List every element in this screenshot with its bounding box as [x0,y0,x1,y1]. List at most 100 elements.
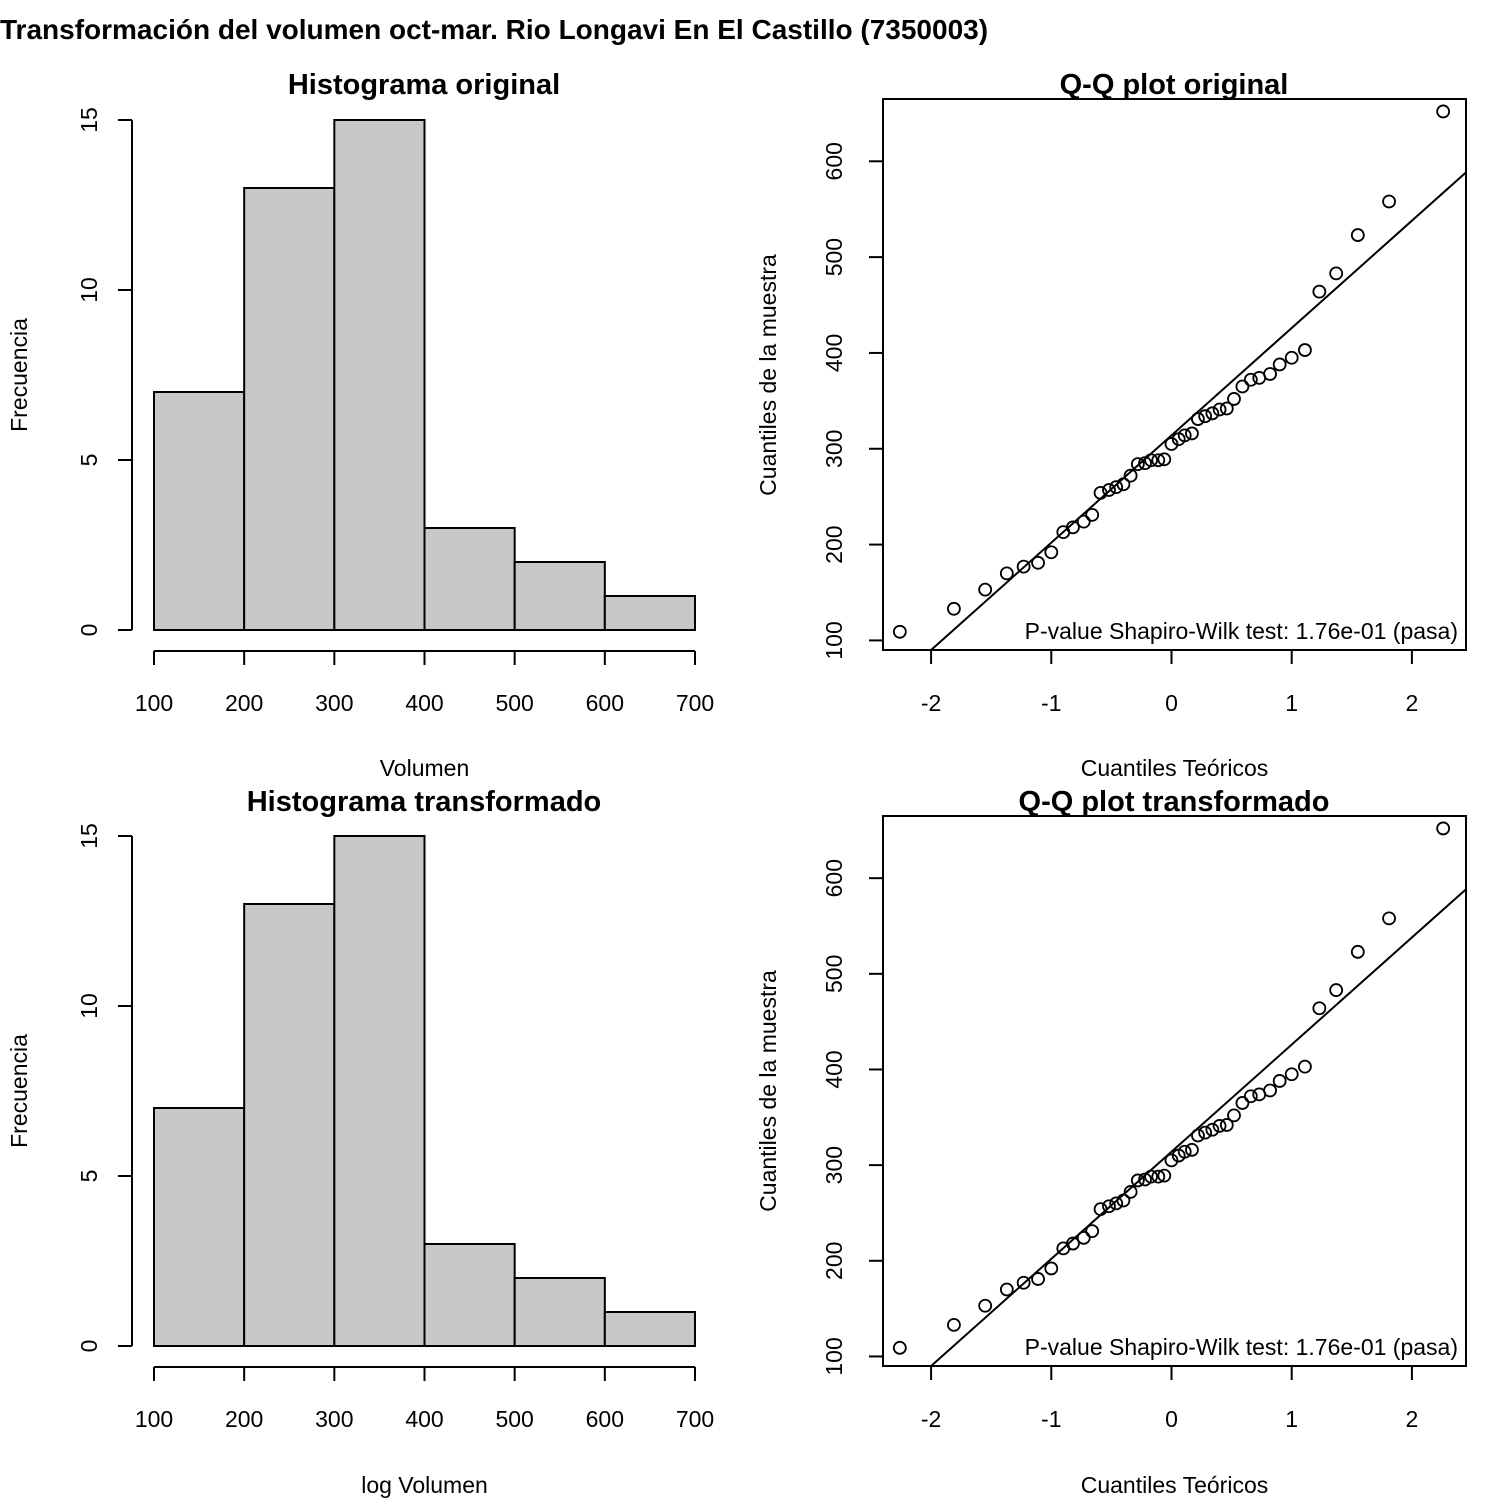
qq-point [1382,911,1396,926]
qq-point [1191,1128,1205,1143]
y-axis-label: Frecuencia [6,1034,32,1148]
qq-point [1263,367,1277,381]
histogram-bar [423,1243,516,1347]
qq-point [1185,1142,1199,1157]
y-tick-label: 300 [821,1146,847,1184]
qq-point [1123,1185,1138,1199]
y-tick-label: 300 [821,430,847,468]
y-axis-label: Frecuencia [6,318,32,432]
y-tick-label: 15 [76,107,102,133]
histogram-bar [513,561,606,631]
x-tick-label: 1 [1285,1406,1298,1432]
x-tick-label: 300 [315,1406,353,1432]
qq-point [892,624,907,639]
qq-point [1263,1083,1277,1098]
y-tick-label: 200 [821,525,847,563]
qq-point [1076,514,1091,529]
x-axis-label: Volumen [380,755,470,781]
panel-title: Q-Q plot original [1060,69,1289,101]
x-tick-label: 200 [225,690,263,716]
qq-point [1157,1168,1172,1183]
y-tick-label: 600 [821,142,847,180]
y-tick-label: 5 [76,1170,102,1183]
qq-point [1066,520,1080,535]
qq-point [1212,1119,1227,1133]
qq-point [1130,457,1145,471]
plot-frame [882,815,1467,1367]
chart-panel-2: Q-Q plot original P-value Shapiro-Wilk te… [755,69,1467,781]
qq-point [1123,468,1138,483]
shapiro-wilk-annotation: P-value Shapiro-Wilk test: 1.76e-01 (pas… [1025,1334,1458,1360]
qq-point [1350,944,1365,959]
x-tick-label: -2 [921,690,941,716]
x-tick-label: 100 [135,1406,173,1432]
qq-point [1116,477,1131,492]
qq-point [1093,485,1108,500]
y-axis-label: Cuantiles de la muestra [755,254,781,496]
x-tick-label: 0 [1165,690,1178,716]
qq-point [1157,452,1172,467]
y-tick-label: 400 [821,334,847,372]
qq-point [978,1298,993,1313]
y-tick-label: 0 [76,624,102,637]
qq-point [1350,228,1365,242]
histogram-bar [333,119,426,631]
x-tick-label: 400 [405,690,443,716]
qq-point [1177,1144,1192,1159]
y-tick-label: 600 [821,859,847,897]
qq-point [1191,412,1205,426]
qq-point [1219,401,1234,416]
y-tick-label: 100 [821,1337,847,1375]
histogram-bar [333,835,426,1347]
qq-point [1016,559,1031,574]
shapiro-wilk-annotation: P-value Shapiro-Wilk test: 1.76e-01 (pas… [1025,618,1458,644]
qq-point [1312,1001,1327,1016]
qq-point [947,601,961,616]
qq-point [1382,194,1396,209]
qq-point [1272,357,1287,372]
histogram-bar [243,903,336,1347]
x-axis-label: log Volumen [361,1472,488,1498]
qq-point [1205,1122,1220,1137]
qq-point [1177,428,1192,443]
y-axis-label: Cuantiles de la muestra [755,970,781,1212]
qq-reference-line [929,887,1466,1366]
qq-point [1298,343,1312,357]
y-tick-label: 500 [821,955,847,993]
histogram-bar [153,391,246,631]
x-tick-label: 600 [586,690,624,716]
qq-point [1164,1153,1179,1168]
qq-point [1284,1067,1299,1082]
qq-point [1243,1089,1258,1104]
qq-point [1151,1169,1166,1184]
qq-point [1016,1275,1031,1290]
qq-point [999,1282,1014,1297]
qq-point [1085,507,1100,522]
qq-point [1076,1230,1091,1245]
x-tick-label: 500 [495,1406,533,1432]
qq-point [999,566,1014,581]
histogram-bar [153,1107,246,1347]
y-tick-label: 200 [821,1242,847,1280]
x-tick-label: 100 [135,690,173,716]
y-tick-label: 15 [76,823,102,849]
y-tick-label: 500 [821,238,847,276]
qq-point [1329,266,1344,281]
x-axis-label: Cuantiles Teóricos [1081,1472,1269,1498]
qq-point [1109,1196,1124,1211]
qq-point [1212,402,1227,417]
y-tick-label: 10 [76,993,102,1019]
qq-reference-line [929,171,1466,650]
qq-point [1298,1059,1312,1074]
qq-point [1272,1074,1287,1088]
plot-frame [882,98,1467,651]
panel-title: Histograma original [288,69,560,101]
panel-title: Histograma transformado [247,786,602,818]
x-tick-label: 600 [586,1406,624,1432]
page-title: Transformación del volumen oct-mar. Rio … [0,14,989,45]
x-tick-label: -1 [1041,690,1061,716]
qq-point [1436,104,1451,119]
x-tick-label: 700 [676,1406,714,1432]
qq-point [1235,1096,1250,1110]
